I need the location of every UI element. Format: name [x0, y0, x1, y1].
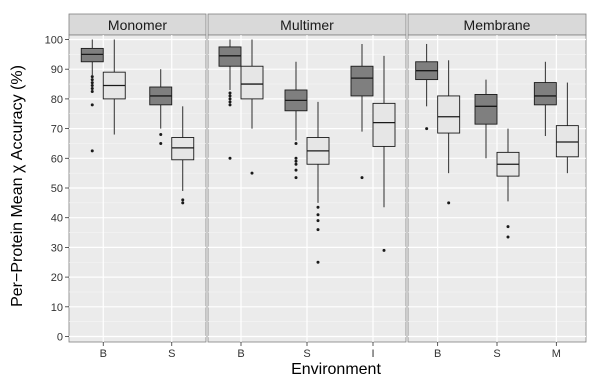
box-body [218, 46, 242, 67]
box-body [350, 65, 374, 97]
box-B-light [240, 39, 264, 175]
outlier-point [90, 87, 94, 91]
y-axis: 0 10 20 30 40 50 60 70 80 90 100 [45, 35, 69, 344]
y-tick-label: 20 [51, 272, 63, 284]
y-tick-label: 60 [51, 153, 63, 165]
outlier-point [228, 100, 232, 104]
panel-membrane: Membrane B S M [407, 13, 587, 360]
y-tick-label: 0 [57, 332, 63, 344]
outlier-point [228, 103, 232, 107]
outlier-point [181, 201, 185, 205]
outlier-point [159, 133, 163, 137]
x-axis-title: Environment [291, 361, 381, 378]
y-tick-label: 30 [51, 242, 63, 254]
outlier-point [90, 103, 94, 107]
outlier-point [294, 168, 298, 172]
outlier-point [447, 201, 451, 205]
outlier-point [90, 84, 94, 88]
box-body [240, 65, 264, 100]
y-tick-label: 50 [51, 183, 63, 195]
outlier-point [382, 248, 386, 252]
box-I-light [372, 55, 396, 252]
box-B-light [102, 39, 126, 135]
outlier-point [316, 228, 320, 232]
outlier-point [159, 141, 163, 145]
outlier-point [90, 149, 94, 153]
box-B-light [437, 60, 461, 205]
x-tick-label: B [237, 348, 244, 360]
outlier-point [294, 141, 298, 145]
box-M-light [555, 82, 579, 174]
box-S-light [496, 128, 520, 239]
outlier-point [506, 225, 510, 229]
box-S-dark [284, 61, 308, 180]
outlier-point [228, 97, 232, 101]
x-tick-label: B [434, 348, 441, 360]
outlier-point [294, 162, 298, 166]
x-tick-label: B [100, 348, 107, 360]
box-S-light [171, 106, 195, 205]
outlier-point [90, 78, 94, 82]
box-body [171, 137, 195, 161]
box-S-dark [474, 79, 498, 159]
y-tick-label: 70 [51, 124, 63, 136]
box-B-dark [218, 39, 242, 160]
box-body [533, 82, 557, 106]
panel-multimer: Multimer B S I [207, 13, 407, 360]
outlier-point [316, 213, 320, 217]
outlier-point [316, 260, 320, 264]
outlier-point [294, 156, 298, 160]
y-tick-label: 80 [51, 94, 63, 106]
box-I-dark [350, 43, 374, 180]
outlier-point [228, 94, 232, 98]
box-body [80, 47, 104, 63]
box-body [372, 102, 396, 147]
facet-strip-label: Monomer [108, 17, 167, 33]
x-tick-label: M [552, 348, 561, 360]
outlier-point [250, 171, 254, 175]
outlier-point [181, 198, 185, 202]
box-B-dark [80, 39, 104, 153]
y-axis-title: Per−Protein Mean χ Accuracy (%) [9, 65, 26, 307]
y-tick-label: 10 [51, 302, 63, 314]
x-tick-label: S [168, 348, 175, 360]
y-tick-label: 100 [45, 35, 63, 47]
outlier-point [294, 176, 298, 180]
outlier-point [294, 159, 298, 163]
outlier-point [316, 205, 320, 209]
box-M-dark [533, 61, 557, 137]
box-S-light [306, 101, 330, 264]
x-tick-label: S [303, 348, 310, 360]
box-body [437, 95, 461, 134]
outlier-point [360, 176, 364, 180]
y-tick-label: 90 [51, 64, 63, 76]
outlier-point [90, 75, 94, 79]
outlier-point [90, 89, 94, 93]
outlier-point [316, 219, 320, 223]
panel-monomer: Monomer B S [68, 13, 207, 360]
x-tick-label: I [371, 348, 374, 360]
outlier-point [90, 81, 94, 85]
facet-strip-label: Multimer [280, 17, 334, 33]
panels-layer: Monomer B S Multimer B S I Membrane B S M [68, 13, 587, 360]
box-B-dark [415, 43, 439, 131]
box-body [474, 93, 498, 125]
outlier-point [425, 127, 429, 131]
box-body [555, 125, 579, 158]
outlier-point [228, 156, 232, 160]
facet-strip-label: Membrane [464, 17, 531, 33]
x-tick-label: S [493, 348, 500, 360]
outlier-point [506, 235, 510, 239]
outlier-point [228, 91, 232, 95]
y-tick-label: 40 [51, 213, 63, 225]
box-S-dark [149, 69, 173, 145]
